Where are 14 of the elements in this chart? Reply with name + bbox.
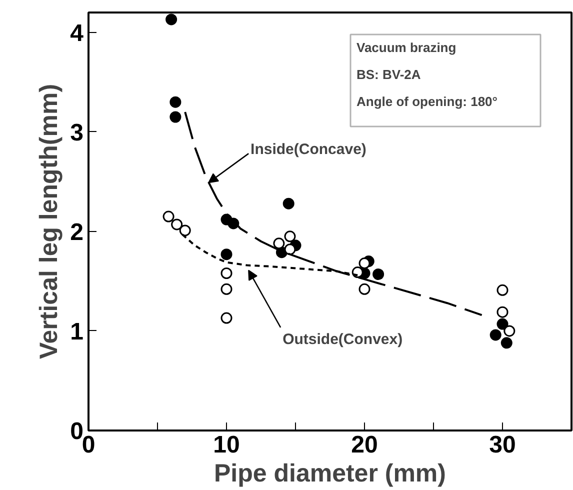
annotation: BS: BV-2A: [356, 67, 422, 82]
x-tick-label: 30: [489, 432, 516, 458]
y-axis-title: Vertical leg length(mm): [35, 84, 64, 360]
x-axis-title: Pipe diameter (mm): [214, 460, 446, 488]
annotation: Vacuum brazing: [356, 40, 456, 55]
x-tick-label: 10: [213, 432, 240, 458]
y-tick-label: 4: [70, 20, 84, 47]
annotation: Angle of opening: 180°: [356, 94, 498, 109]
y-tick-label: 1: [70, 318, 84, 346]
y-tick-label: 2: [70, 218, 84, 246]
x-tick-label: 20: [351, 432, 378, 458]
annotation: Inside(Concave): [250, 141, 366, 158]
y-tick-label: 3: [70, 119, 84, 146]
annotation: Outside(Convex): [282, 330, 403, 348]
